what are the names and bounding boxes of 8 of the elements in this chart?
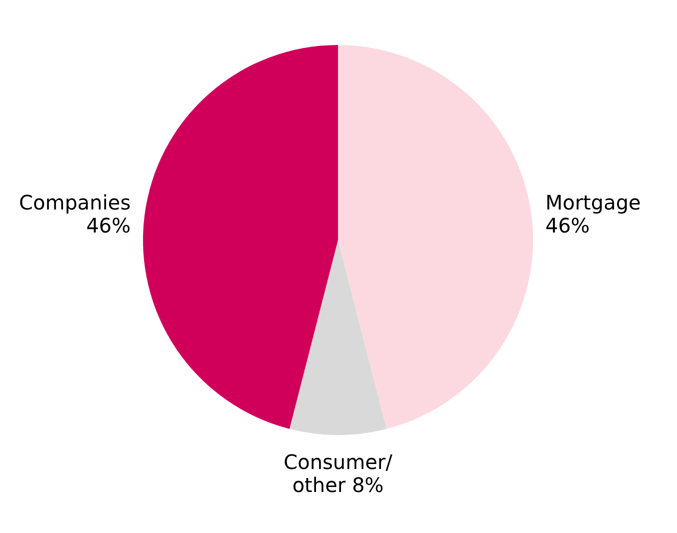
slice-label: Consumer/ other 8% <box>284 450 393 497</box>
pie-slice <box>143 45 338 429</box>
data-label: 46% <box>545 213 590 238</box>
pie-slice <box>338 45 533 429</box>
slice-label: Companies <box>19 190 131 214</box>
pie-slice <box>290 240 386 435</box>
slice-label: Mortgage <box>545 190 641 214</box>
data-label: 46% <box>86 213 131 238</box>
